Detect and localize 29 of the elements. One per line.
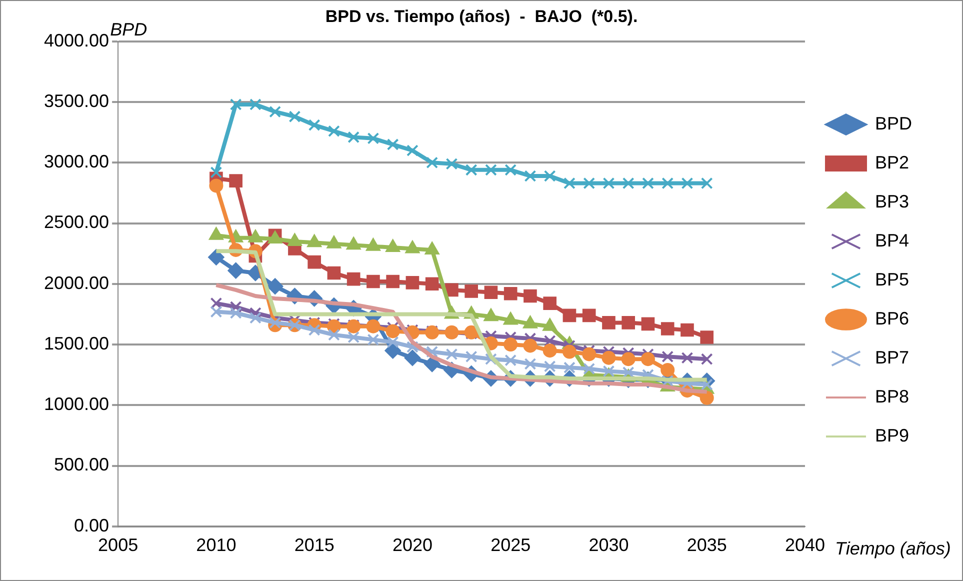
x-tick-label: 2025: [490, 535, 531, 556]
legend-label: BP7: [874, 347, 910, 368]
legend-label: BP8: [874, 386, 910, 406]
x-tick-label: 2020: [392, 535, 432, 556]
y-tick-label: 1500.00: [44, 333, 110, 354]
legend-label: BP3: [874, 191, 910, 212]
y-tick-label: 3000.00: [44, 152, 110, 172]
y-tick-label: 2500.00: [44, 212, 110, 232]
y-tick-label: 0.00: [74, 515, 110, 536]
chart-title: BPD vs. Tiempo (años) - BAJO (*0.5).: [325, 6, 638, 26]
x-tick-label: 2015: [294, 535, 334, 556]
y-tick-label: 500.00: [54, 454, 110, 475]
legend-label: BP4: [874, 230, 910, 250]
y-tick-label: 2000.00: [44, 272, 110, 293]
x-tick-label: 2035: [686, 535, 727, 556]
legend-label: BP5: [874, 269, 910, 290]
y-tick-label: 1000.00: [44, 394, 110, 414]
y-tick-label: 3500.00: [44, 90, 110, 111]
x-axis-title: Tiempo (años): [834, 538, 951, 558]
legend-label: BP9: [874, 425, 910, 446]
y-axis-title: BPD: [110, 19, 148, 40]
y-tick-label: 4000.00: [44, 30, 110, 50]
x-tick-label: 2040: [784, 535, 826, 556]
x-tick-label: 2005: [98, 535, 138, 556]
legend-label: BPD: [874, 113, 912, 134]
legend-label: BP6: [874, 308, 910, 328]
x-tick-label: 2030: [588, 535, 629, 556]
legend-label: BP2: [874, 152, 910, 172]
x-tick-label: 2010: [196, 535, 236, 556]
